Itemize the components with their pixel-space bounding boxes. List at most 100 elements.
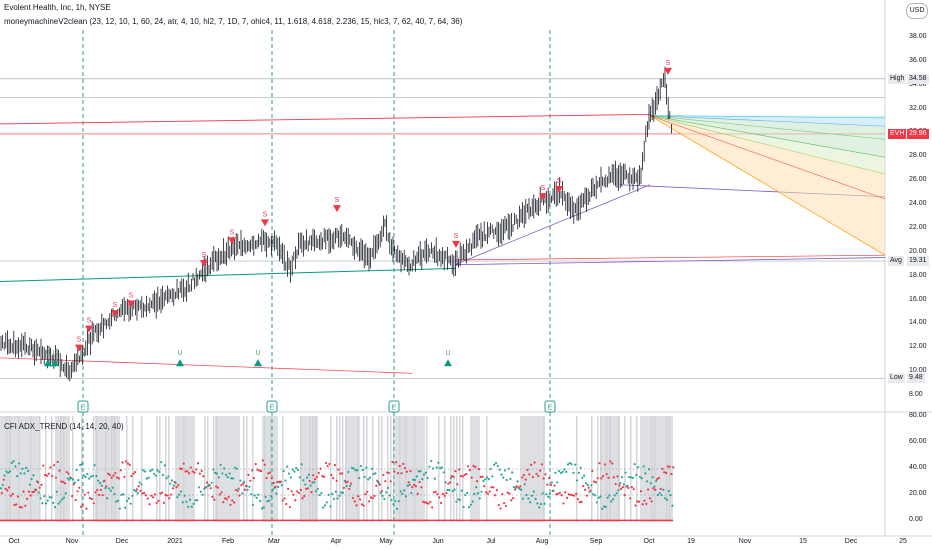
adx-plus-point — [322, 506, 325, 509]
adx-plus-point — [426, 476, 429, 480]
adx-plus-point — [291, 468, 294, 471]
adx-minus-point — [555, 493, 558, 496]
adx-minus-point — [191, 470, 194, 473]
adx-plus-point — [5, 470, 8, 473]
adx-plus-point — [455, 500, 458, 503]
adx-plus-point — [527, 497, 530, 500]
adx-minus-point — [584, 488, 587, 491]
adx-band-stripe — [366, 416, 368, 522]
adx-plus-point — [325, 501, 328, 504]
adx-plus-point — [538, 506, 541, 509]
adx-minus-point — [261, 459, 264, 462]
adx-plus-point — [413, 478, 417, 482]
adx-minus-point — [56, 460, 59, 464]
adx-plus-point — [185, 500, 188, 503]
adx-plus-point — [266, 500, 269, 503]
price-axis-label: 8.00 — [909, 391, 923, 398]
adx-minus-point — [576, 498, 580, 501]
adx-minus-point — [634, 504, 637, 507]
adx-plus-point — [446, 488, 449, 492]
currency-label[interactable]: USD — [906, 3, 928, 19]
adx-plus-point — [593, 494, 597, 497]
adx-minus-point — [98, 493, 101, 496]
support-trendline — [0, 267, 456, 282]
adx-minus-point — [344, 481, 347, 484]
adx-minus-point — [643, 499, 646, 502]
adx-minus-point — [638, 500, 641, 503]
adx-plus-point — [156, 469, 159, 472]
adx-band-stripe — [270, 416, 272, 522]
adx-plus-point — [611, 498, 615, 501]
adx-plus-point — [338, 494, 341, 497]
price-axis-label: 20.00 — [909, 247, 927, 255]
sell-signal-label: S — [541, 185, 546, 192]
adx-minus-point — [119, 469, 122, 472]
adx-plus-point — [284, 479, 287, 482]
adx-minus-point — [65, 470, 68, 474]
adx-band-stripe — [282, 416, 284, 522]
adx-minus-point — [58, 469, 61, 472]
adx-plus-point — [205, 486, 208, 489]
adx-minus-point — [387, 471, 390, 475]
time-axis-label: Jun — [432, 538, 444, 545]
adx-plus-point — [235, 467, 238, 470]
adx-minus-point — [54, 476, 58, 479]
adx-plus-point — [134, 490, 138, 493]
adx-minus-point — [395, 461, 398, 464]
adx-minus-point — [29, 494, 32, 497]
adx-minus-point — [258, 469, 261, 472]
adx-plus-point — [358, 476, 361, 480]
adx-plus-point — [482, 479, 485, 483]
adx-plus-point — [187, 505, 190, 508]
adx-band-stripe — [63, 416, 65, 522]
adx-minus-point — [36, 481, 40, 484]
adx-plus-point — [95, 474, 98, 478]
adx-minus-point — [222, 501, 225, 504]
adx-minus-point — [314, 478, 317, 481]
adx-minus-point — [44, 473, 47, 477]
adx-minus-point — [492, 486, 495, 489]
adx-plus-point — [293, 470, 296, 473]
adx-band — [470, 416, 480, 522]
adx-plus-point — [152, 472, 156, 475]
adx-plus-point — [323, 504, 327, 507]
adx-minus-point — [522, 474, 526, 477]
adx-plus-point — [311, 481, 314, 484]
indicator-legend[interactable]: moneymachineV2clean (23, 12, 10, 1, 60, … — [4, 17, 463, 26]
adx-minus-point — [630, 486, 634, 489]
adx-plus-point — [250, 493, 253, 496]
adx-plus-point — [500, 473, 503, 476]
adx-band-stripe — [330, 416, 332, 522]
adx-minus-point — [483, 485, 486, 488]
price-axis-label: 28.00 — [909, 152, 927, 160]
sell-signal — [539, 193, 547, 201]
adx-minus-point — [641, 503, 644, 506]
adx-minus-point — [105, 485, 108, 488]
adx-plus-point — [158, 470, 161, 473]
adx-minus-point — [585, 494, 589, 497]
adx-plus-point — [28, 483, 31, 486]
adx-minus-point — [330, 473, 333, 477]
adx-plus-point — [98, 482, 102, 485]
adx-minus-point — [22, 490, 25, 493]
adx-minus-point — [342, 486, 345, 489]
adx-minus-point — [312, 474, 315, 477]
adx-legend[interactable]: CFI ADX_TREND (14, 14, 20, 40) — [4, 422, 124, 431]
adx-minus-point — [461, 475, 464, 478]
chart-title: Evolent Health, Inc, 1h, NYSE — [4, 3, 111, 12]
adx-plus-point — [14, 465, 17, 468]
adx-minus-point — [375, 484, 378, 487]
adx-plus-point — [183, 494, 186, 497]
adx-band-stripe — [450, 416, 452, 522]
adx-minus-point — [645, 502, 648, 505]
adx-minus-point — [524, 478, 527, 481]
adx-plus-point — [313, 481, 316, 484]
adx-minus-point — [366, 490, 369, 493]
adx-plus-point — [557, 469, 561, 472]
adx-minus-point — [468, 469, 471, 472]
adx-minus-point — [458, 468, 461, 471]
adx-plus-point — [226, 476, 229, 479]
earnings-marker — [388, 400, 400, 413]
adx-plus-point — [581, 476, 584, 479]
